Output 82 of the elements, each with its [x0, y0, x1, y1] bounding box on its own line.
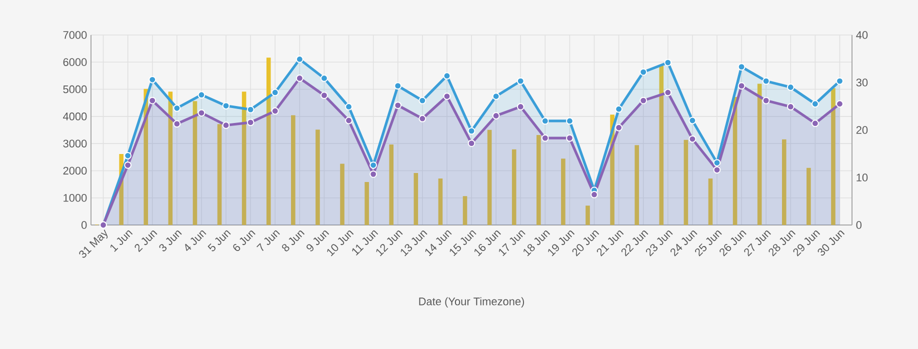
y-tick-label: 7000 [63, 31, 87, 39]
point [541, 134, 549, 142]
point [492, 92, 500, 100]
y-tick-label: 4000 [63, 112, 87, 120]
point [418, 114, 426, 122]
point [640, 68, 648, 76]
point [738, 63, 746, 71]
point [762, 77, 770, 85]
y2-tick-label: 20 [856, 126, 868, 134]
point [492, 112, 500, 120]
point [566, 134, 574, 142]
point [590, 190, 598, 198]
point [615, 124, 622, 132]
point [664, 58, 672, 66]
point [664, 88, 672, 96]
y-tick-label: 3000 [63, 140, 87, 148]
x-tick-label: 6 Jun [233, 230, 256, 252]
point [296, 56, 304, 63]
x-tick-label: 1 Jun [110, 230, 133, 252]
point [320, 74, 328, 82]
point [786, 103, 794, 110]
point [713, 166, 721, 174]
point [148, 96, 156, 104]
point [418, 96, 426, 104]
point [640, 96, 648, 104]
x-tick-label: 5 Jun [208, 230, 231, 252]
x-tick-label: 7 Jun [256, 230, 280, 252]
point [124, 152, 132, 160]
point [738, 82, 746, 90]
x-tick-label: 8 Jun [282, 230, 305, 252]
point [370, 161, 378, 169]
point [296, 74, 304, 82]
point [615, 105, 622, 113]
point [246, 106, 254, 114]
y-tick-label: 6000 [63, 58, 87, 66]
point [836, 100, 844, 108]
y2-tick-label: 30 [856, 78, 868, 86]
point [271, 107, 279, 115]
point [320, 92, 328, 100]
point [394, 102, 402, 109]
y2-tick-label: 40 [856, 31, 868, 39]
point [148, 76, 156, 84]
y2-tick-label: 0 [856, 221, 862, 229]
point [688, 135, 696, 143]
point [786, 84, 794, 91]
point [811, 100, 819, 108]
x-tick-label: 4 Jun [185, 230, 206, 252]
point [198, 91, 206, 99]
point [541, 117, 549, 125]
y-tick-label: 0 [81, 221, 87, 229]
x-tick-label: 2 Jun [134, 230, 158, 252]
point [443, 92, 451, 100]
point [198, 109, 206, 117]
point [271, 88, 279, 96]
y2-tick-label: 10 [856, 174, 868, 182]
point [222, 122, 230, 129]
point [566, 117, 574, 125]
point [222, 102, 230, 110]
point [713, 159, 721, 166]
point [345, 103, 352, 110]
point [688, 116, 696, 124]
y-tick-label: 2000 [63, 166, 87, 175]
point [443, 72, 451, 80]
point [173, 120, 181, 128]
point [468, 127, 476, 135]
x-tick-label: 3 Jun [159, 230, 182, 252]
point [516, 77, 524, 85]
x-axis-title: Date (Your Timezone) [419, 297, 524, 308]
x-tick-label: 31 May [79, 229, 108, 258]
y-tick-label: 5000 [63, 85, 87, 94]
point [811, 120, 819, 128]
point [762, 96, 770, 104]
point [836, 77, 844, 85]
point [246, 118, 254, 126]
point [173, 104, 181, 112]
point [394, 82, 402, 90]
point [516, 103, 524, 110]
y-tick-label: 1000 [64, 194, 87, 202]
point [370, 170, 378, 178]
point [124, 161, 132, 169]
point [468, 140, 476, 147]
point [345, 116, 352, 124]
